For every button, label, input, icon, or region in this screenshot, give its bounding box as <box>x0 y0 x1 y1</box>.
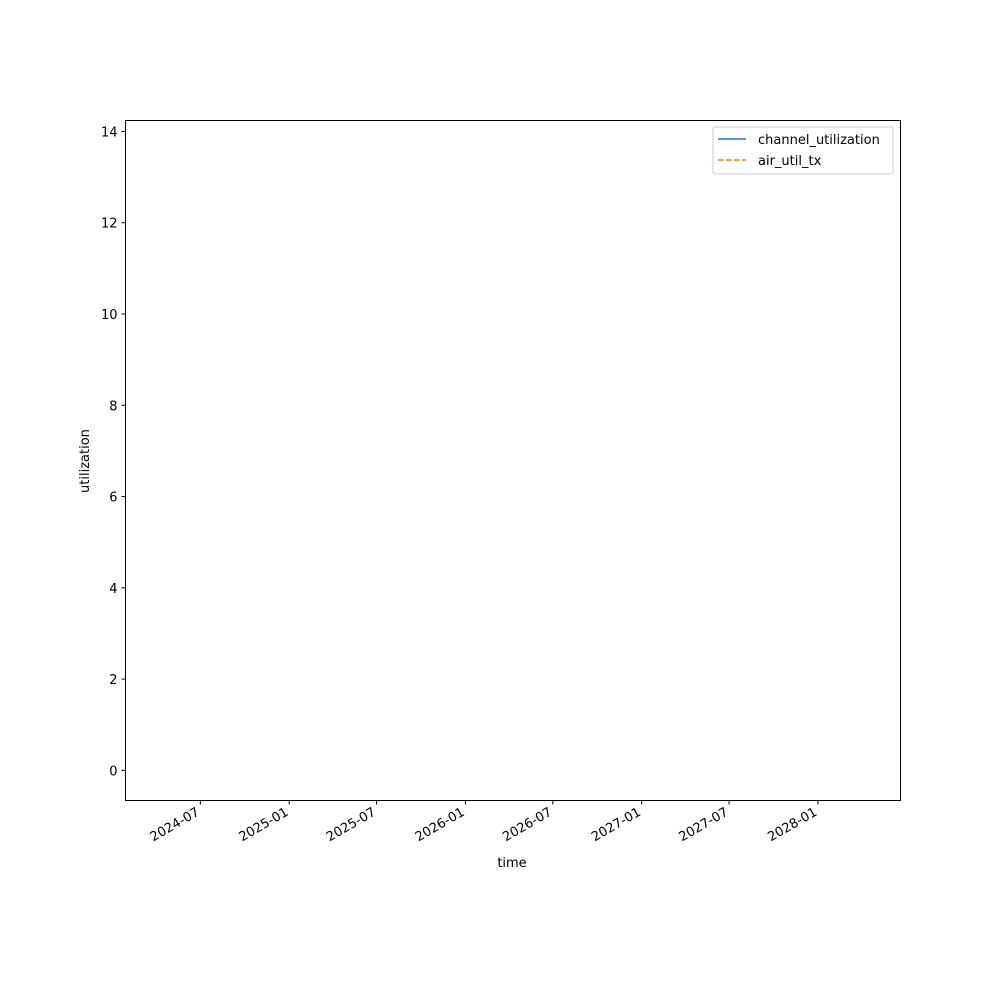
x-tick-label: 2027-01 <box>589 805 644 845</box>
y-axis-ticks: 0 2 4 6 8 10 12 14 <box>101 125 126 779</box>
x-tick-label: 2026-07 <box>500 805 555 845</box>
legend-box <box>712 126 894 175</box>
x-tick-label: 2028-01 <box>765 805 820 845</box>
y-tick-label: 6 <box>109 491 117 506</box>
y-tick-label: 10 <box>101 308 118 323</box>
x-tick-label: 2024-07 <box>148 805 203 845</box>
plot-area-frame <box>125 120 901 801</box>
y-tick-label: 4 <box>109 582 117 597</box>
x-tick-label: 2025-07 <box>324 805 379 845</box>
y-tick-label: 8 <box>109 399 117 414</box>
y-tick-label: 0 <box>109 764 117 779</box>
y-tick-label: 14 <box>101 125 118 140</box>
x-tick-label: 2025-01 <box>237 805 292 845</box>
y-tick-label: 12 <box>101 217 118 232</box>
x-axis-ticks: 2024-07 2025-01 2025-07 2026-01 2026-07 2027-… <box>148 800 820 845</box>
x-axis-label: time <box>497 856 526 871</box>
legend-label-air-util-tx: air_util_tx <box>758 154 822 169</box>
legend-label-channel-utilization: channel_utilization <box>758 133 880 148</box>
legend: channel_utilization air_util_tx <box>712 126 894 175</box>
y-tick-label: 2 <box>109 673 117 688</box>
x-tick-label: 2026-01 <box>413 805 468 845</box>
x-tick-label: 2027-07 <box>677 805 732 845</box>
y-axis-label: utilization <box>78 429 93 493</box>
